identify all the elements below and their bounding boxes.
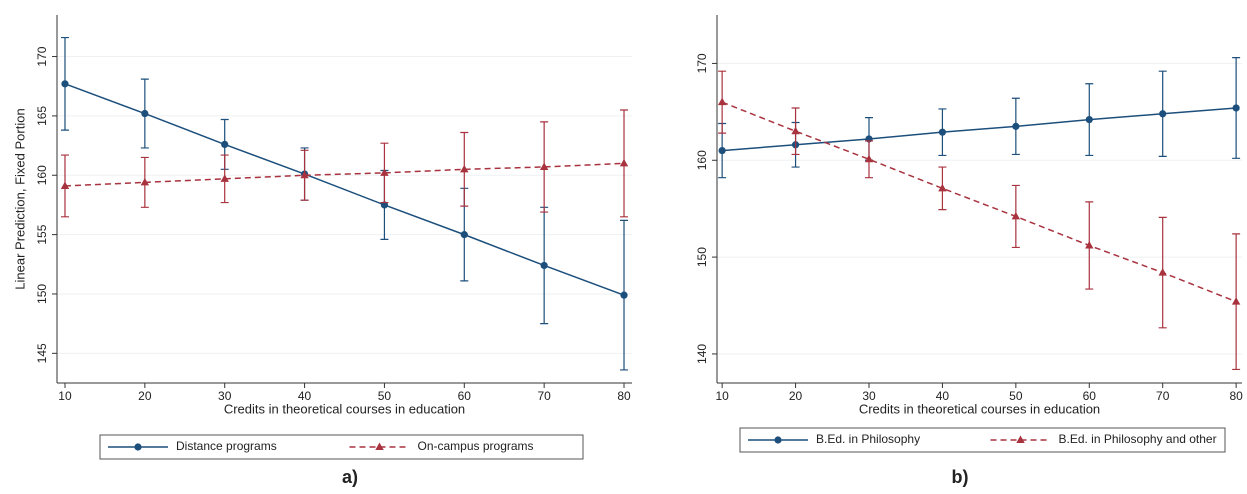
x-tick-label: 60 <box>1083 389 1097 403</box>
y-tick-label: 160 <box>695 150 709 170</box>
legend <box>739 427 1226 453</box>
x-tick-label: 10 <box>715 389 729 403</box>
x-axis-title: Credits in theoretical courses in educat… <box>859 401 1100 416</box>
legend-label: On-campus programs <box>418 439 534 453</box>
x-tick-label: 50 <box>378 389 392 403</box>
point <box>539 162 549 170</box>
x-axis-title: Credits in theoretical courses in educat… <box>224 401 465 416</box>
point <box>1085 240 1094 249</box>
series-line <box>722 107 1237 152</box>
point <box>1232 104 1240 112</box>
y-tick-label: 150 <box>35 284 49 304</box>
point <box>61 80 69 88</box>
x-tick-label: 70 <box>537 389 551 403</box>
x-tick-label: 40 <box>936 389 950 403</box>
point <box>375 442 384 450</box>
x-tick-label: 30 <box>862 389 876 403</box>
point <box>1085 115 1093 124</box>
point <box>134 443 142 451</box>
point <box>938 128 947 136</box>
point <box>620 291 628 299</box>
x-tick-label: 40 <box>298 389 312 403</box>
point <box>791 126 800 135</box>
point <box>221 140 229 148</box>
point <box>1158 268 1167 276</box>
y-tick-label: 170 <box>695 53 709 73</box>
x-tick-label: 10 <box>58 389 72 403</box>
x-tick-label: 20 <box>138 389 152 403</box>
series-line <box>721 101 1237 303</box>
point <box>938 183 947 192</box>
point <box>300 170 309 179</box>
y-tick-label: 145 <box>35 343 49 363</box>
point <box>1016 435 1025 443</box>
series-line <box>64 162 625 187</box>
y-tick-label: 160 <box>35 165 49 185</box>
y-tick-label: 155 <box>35 224 49 244</box>
y-axis-title: Linear Prediction, Fixed Portion <box>12 108 27 289</box>
point <box>619 158 629 167</box>
point <box>1011 211 1021 220</box>
point <box>460 231 468 239</box>
x-tick-label: 50 <box>1009 389 1023 403</box>
point <box>864 154 874 163</box>
x-tick-label: 30 <box>218 389 232 403</box>
legend-label: B.Ed. in Philosophy <box>816 432 920 446</box>
point <box>60 181 70 189</box>
legend-label: B.Ed. in Philosophy and other <box>1059 432 1217 446</box>
y-tick-label: 140 <box>695 344 709 364</box>
point <box>380 168 389 176</box>
panel-label: a) <box>342 467 358 487</box>
point <box>1159 110 1167 118</box>
x-tick-label: 70 <box>1156 389 1170 403</box>
point <box>140 177 150 186</box>
point <box>717 97 727 106</box>
y-tick-label: 150 <box>695 247 709 267</box>
point <box>1012 122 1020 130</box>
y-tick-label: 170 <box>35 46 49 66</box>
x-tick-label: 20 <box>789 389 803 403</box>
legend-label: Distance programs <box>176 439 277 453</box>
legend <box>99 434 584 460</box>
series-line <box>64 83 625 296</box>
point <box>774 436 782 444</box>
y-tick-label: 165 <box>35 106 49 126</box>
x-tick-label: 60 <box>458 389 472 403</box>
point <box>220 174 229 182</box>
point <box>718 146 726 155</box>
point <box>540 261 548 270</box>
point <box>141 109 149 118</box>
panel-label: b) <box>952 467 969 487</box>
point <box>1231 297 1241 305</box>
point <box>460 164 469 173</box>
x-tick-label: 80 <box>1229 389 1243 403</box>
x-tick-label: 80 <box>617 389 631 403</box>
